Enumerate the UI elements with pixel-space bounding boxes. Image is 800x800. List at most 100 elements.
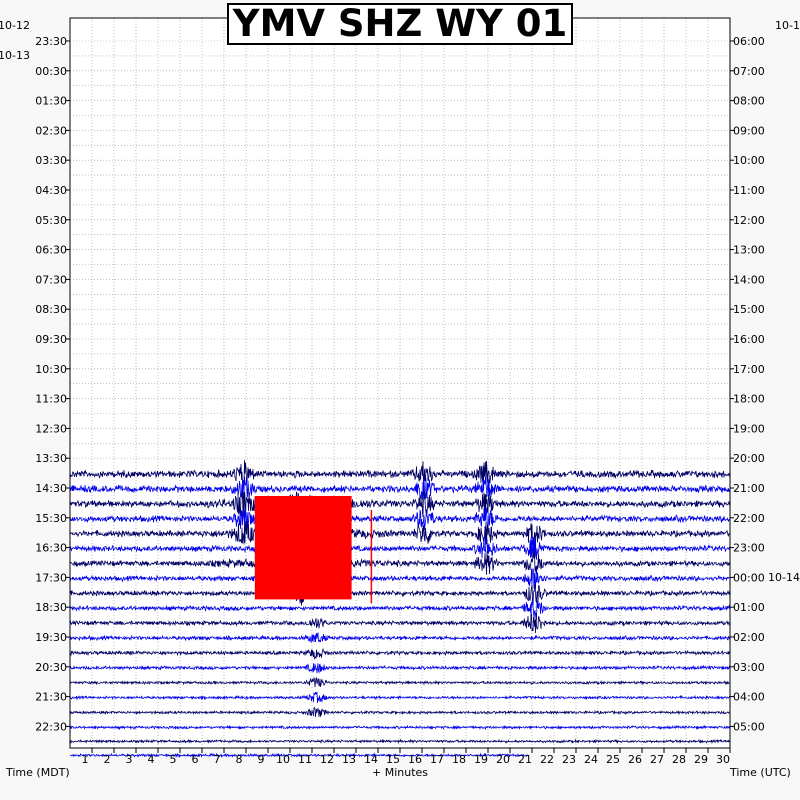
- row-label-utc: 09:00: [733, 124, 765, 137]
- row-label-mdt: 03:30: [35, 154, 67, 167]
- row-label-utc: 05:00: [733, 720, 765, 733]
- x-tick-label: 5: [170, 753, 177, 766]
- row-label-utc: 16:00: [733, 333, 765, 346]
- row-label-utc: 11:00: [733, 184, 765, 197]
- row-label-mdt: 21:30: [35, 691, 67, 704]
- x-tick-label: 8: [236, 753, 243, 766]
- row-label-mdt: 20:30: [35, 661, 67, 674]
- row-label-utc: 08:00: [733, 95, 765, 108]
- row-label-mdt: 16:30: [35, 542, 67, 555]
- row-label-utc: 18:00: [733, 393, 765, 406]
- row-label-mdt: 22:30: [35, 720, 67, 733]
- row-label-mdt: 05:30: [35, 214, 67, 227]
- seismic-trace: [69, 597, 731, 620]
- x-tick-label: 24: [584, 753, 598, 766]
- row-label-utc: 22:00: [733, 512, 765, 525]
- x-tick-label: 13: [342, 753, 356, 766]
- row-label-mdt: 15:30: [35, 512, 67, 525]
- chart-title: YMV SHZ WY 01: [227, 3, 573, 45]
- row-label-mdt: 07:30: [35, 273, 67, 286]
- x-tick-label: 18: [452, 753, 466, 766]
- row-label-mdt: 14:30: [35, 482, 67, 495]
- right-date-label: 10-1: [775, 19, 800, 32]
- row-label-mdt: 04:30: [35, 184, 67, 197]
- x-tick-label: 3: [126, 753, 133, 766]
- x-tick-label: 22: [540, 753, 554, 766]
- row-label-mdt: 19:30: [35, 631, 67, 644]
- x-tick-label: 30: [716, 753, 730, 766]
- x-tick-label: 14: [364, 753, 378, 766]
- row-label-utc: 12:00: [733, 214, 765, 227]
- seismic-trace: [69, 519, 731, 548]
- seismic-trace: [69, 663, 731, 674]
- left-date-label: 10-13: [0, 49, 30, 62]
- seismic-trace: [69, 752, 528, 759]
- x-tick-label: 12: [320, 753, 334, 766]
- right-date-label: 10-14: [768, 571, 800, 584]
- x-tick-label: 26: [628, 753, 642, 766]
- row-label-utc: 23:00: [733, 542, 765, 555]
- seismic-trace: [69, 691, 731, 704]
- seismic-trace: [69, 647, 731, 660]
- x-tick-label: 11: [298, 753, 312, 766]
- left-axis-label: Time (MDT): [6, 766, 70, 779]
- x-tick-label: 7: [214, 753, 221, 766]
- x-tick-label: 16: [408, 753, 422, 766]
- seismic-trace: [69, 582, 731, 606]
- x-tick-label: 29: [694, 753, 708, 766]
- x-tick-label: 2: [104, 753, 111, 766]
- row-label-utc: 14:00: [733, 273, 765, 286]
- seismic-trace: [69, 706, 731, 718]
- plot-area: [70, 18, 730, 748]
- row-label-mdt: 01:30: [35, 95, 67, 108]
- seismic-trace: [69, 536, 731, 561]
- row-label-utc: 01:00: [733, 601, 765, 614]
- row-label-utc: 04:00: [733, 691, 765, 704]
- x-tick-label: 9: [258, 753, 265, 766]
- seismic-trace: [69, 676, 731, 688]
- x-tick-label: 21: [518, 753, 532, 766]
- row-label-utc: 10:00: [733, 154, 765, 167]
- x-tick-label: 19: [474, 753, 488, 766]
- row-label-mdt: 02:30: [35, 124, 67, 137]
- seismic-trace: [69, 460, 731, 486]
- seismic-trace: [69, 549, 731, 578]
- row-label-utc: 13:00: [733, 244, 765, 257]
- clipped-signal-block: [254, 496, 352, 600]
- x-tick-label: 4: [148, 753, 155, 766]
- seismic-trace: [69, 475, 731, 500]
- x-tick-label: 15: [386, 753, 400, 766]
- row-label-utc: 17:00: [733, 363, 765, 376]
- seismic-trace: [69, 565, 731, 590]
- row-label-utc: 02:00: [733, 631, 765, 644]
- row-label-mdt: 08:30: [35, 303, 67, 316]
- row-label-mdt: 17:30: [35, 571, 67, 584]
- seismic-trace: [69, 724, 731, 731]
- row-label-utc: 00:00: [733, 571, 765, 584]
- row-label-utc: 15:00: [733, 303, 765, 316]
- left-date-label: 10-12: [0, 19, 30, 32]
- seismic-trace: [69, 631, 731, 643]
- row-label-utc: 21:00: [733, 482, 765, 495]
- row-label-mdt: 13:30: [35, 452, 67, 465]
- seismic-trace: [69, 613, 731, 634]
- right-axis-label: Time (UTC): [730, 766, 791, 779]
- row-label-mdt: 11:30: [35, 393, 67, 406]
- x-tick-label: 28: [672, 753, 686, 766]
- row-label-utc: 20:00: [733, 452, 765, 465]
- x-tick-label: 20: [496, 753, 510, 766]
- row-label-mdt: 00:30: [35, 65, 67, 78]
- x-tick-label: 6: [192, 753, 199, 766]
- row-label-mdt: 23:30: [35, 35, 67, 48]
- x-tick-label: 1: [82, 753, 89, 766]
- x-tick-label: 25: [606, 753, 620, 766]
- x-tick-label: 10: [276, 753, 290, 766]
- row-label-mdt: 06:30: [35, 244, 67, 257]
- x-tick-label: 17: [430, 753, 444, 766]
- seismic-trace: [69, 738, 731, 745]
- seismic-trace: [69, 506, 731, 531]
- seismic-trace: [69, 489, 731, 521]
- x-tick-label: 23: [562, 753, 576, 766]
- row-label-utc: 03:00: [733, 661, 765, 674]
